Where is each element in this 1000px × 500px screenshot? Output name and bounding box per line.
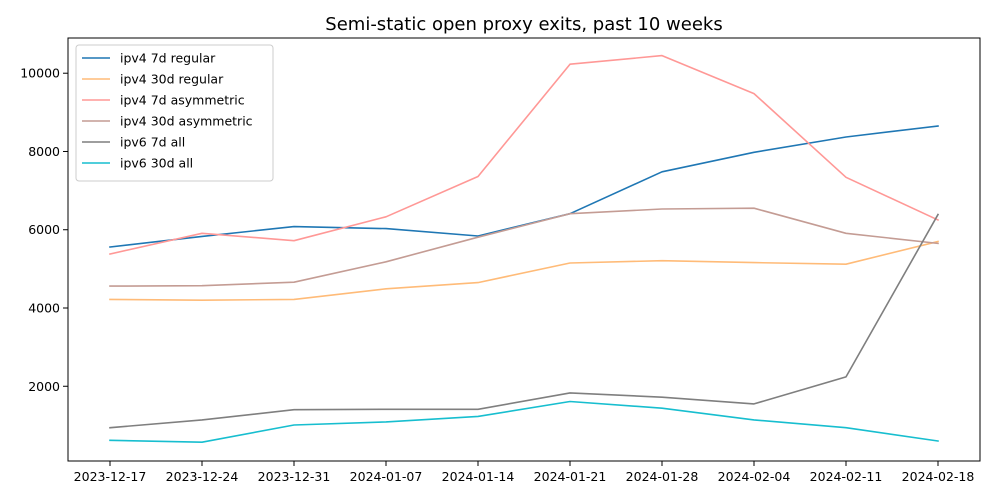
x-tick-label: 2024-01-21 xyxy=(534,469,607,484)
legend-box xyxy=(75,44,274,182)
series-line-ipv6-30d-all xyxy=(109,400,939,444)
legend-label: ipv4 7d asymmetric xyxy=(120,93,245,108)
x-axis: 2023-12-17 2023-12-24 2023-12-31 2024-01-07… xyxy=(74,461,975,484)
x-tick-label: 2023-12-24 xyxy=(166,469,239,484)
chart-title: Semi-static open proxy exits, past 10 we… xyxy=(325,14,722,35)
legend-label: ipv4 30d asymmetric xyxy=(120,114,253,129)
y-tick-label: 2000 xyxy=(28,379,60,394)
plot-area xyxy=(67,37,981,462)
series-line-ipv4-30d-asymmetric xyxy=(109,207,939,287)
y-tick-label: 6000 xyxy=(28,222,60,237)
legend-label: ipv4 30d regular xyxy=(120,72,224,87)
legend-label: ipv6 30d all xyxy=(120,156,193,171)
legend-label: ipv6 7d all xyxy=(120,135,185,150)
y-tick-label: 4000 xyxy=(28,301,60,316)
series-line-ipv4-30d-regular xyxy=(109,240,939,302)
x-tick-label: 2023-12-17 xyxy=(74,469,147,484)
y-tick-label: 10000 xyxy=(20,66,60,81)
plot-frame xyxy=(67,37,981,462)
series-line-ipv6-7d-all xyxy=(109,213,940,429)
y-tick-label: 8000 xyxy=(28,144,60,159)
x-tick-label: 2024-02-11 xyxy=(810,469,883,484)
legend: ipv4 7d regular ipv4 30d regular ipv4 7d a… xyxy=(75,44,274,182)
x-tick-label: 2024-01-07 xyxy=(350,469,423,484)
x-tick-label: 2024-02-18 xyxy=(902,469,975,484)
series-group xyxy=(109,54,940,444)
y-axis: 2000 4000 6000 8000 10000 xyxy=(20,66,68,394)
x-tick-label: 2024-02-04 xyxy=(718,469,791,484)
x-tick-label: 2023-12-31 xyxy=(258,469,331,484)
series-line-ipv4-7d-asymmetric xyxy=(109,54,940,255)
legend-label: ipv4 7d regular xyxy=(120,51,216,66)
x-tick-label: 2024-01-28 xyxy=(626,469,699,484)
x-tick-label: 2024-01-14 xyxy=(442,469,515,484)
